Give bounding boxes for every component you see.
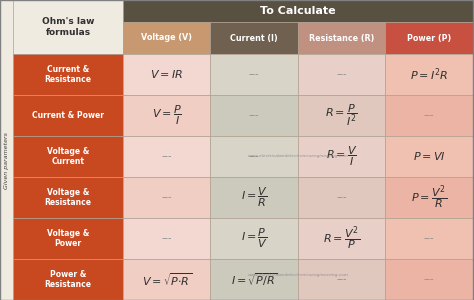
Text: Power (P): Power (P)	[407, 34, 451, 43]
Text: ---: ---	[249, 70, 259, 80]
Bar	[385, 177, 473, 218]
Text: www.electricalandelectronicsengineering.com: www.electricalandelectronicsengineering.…	[247, 154, 348, 158]
Bar	[385, 259, 473, 300]
Text: ---: ---	[249, 152, 259, 161]
Text: $I = \dfrac{V}{R}$: $I = \dfrac{V}{R}$	[241, 186, 268, 209]
Bar	[123, 259, 210, 300]
Text: Current & Power: Current & Power	[32, 111, 104, 120]
Bar	[123, 22, 210, 54]
Bar	[210, 22, 298, 54]
Bar	[298, 259, 385, 300]
Text: ---: ---	[424, 274, 435, 284]
Text: $V = \dfrac{P}{I}$: $V = \dfrac{P}{I}$	[152, 104, 182, 127]
Bar	[210, 95, 298, 136]
Text: $R = \dfrac{V}{I}$: $R = \dfrac{V}{I}$	[326, 145, 357, 168]
Text: ---: ---	[162, 193, 172, 202]
Text: To Calculate: To Calculate	[260, 6, 336, 16]
Text: www.electricalandelectronicsengineering.com: www.electricalandelectronicsengineering.…	[247, 273, 348, 278]
Bar	[298, 177, 385, 218]
Bar	[385, 136, 473, 177]
Bar	[123, 177, 210, 218]
Bar	[123, 0, 473, 22]
Text: Voltage &
Resistance: Voltage & Resistance	[45, 188, 91, 207]
Bar	[0, 0, 13, 300]
Bar	[210, 54, 298, 95]
Text: $V = \sqrt{P{\cdot}R}$: $V = \sqrt{P{\cdot}R}$	[142, 271, 192, 288]
Bar	[298, 54, 385, 95]
Bar	[385, 22, 473, 54]
Bar	[298, 218, 385, 259]
Bar	[385, 218, 473, 259]
Bar	[123, 218, 210, 259]
Text: Voltage &
Current: Voltage & Current	[47, 147, 89, 166]
Text: ---: ---	[337, 193, 347, 202]
Text: Current (I): Current (I)	[230, 34, 278, 43]
Bar	[123, 136, 210, 177]
Bar	[298, 136, 385, 177]
Bar	[13, 259, 123, 300]
Bar	[210, 218, 298, 259]
Text: Voltage &
Power: Voltage & Power	[47, 229, 89, 248]
Bar	[385, 95, 473, 136]
Bar	[210, 136, 298, 177]
Text: $R = \dfrac{V^2}{P}$: $R = \dfrac{V^2}{P}$	[323, 224, 360, 253]
Bar	[123, 54, 210, 95]
Bar	[13, 136, 123, 177]
Text: Given parameters: Given parameters	[4, 133, 9, 189]
Text: Resistance (R): Resistance (R)	[309, 34, 374, 43]
Text: ---: ---	[424, 233, 435, 244]
Text: ---: ---	[162, 233, 172, 244]
Bar	[13, 218, 123, 259]
Text: ---: ---	[337, 274, 347, 284]
Text: ---: ---	[249, 110, 259, 121]
Text: ---: ---	[424, 110, 435, 121]
Text: $P = I^2R$: $P = I^2R$	[410, 66, 448, 83]
Text: ---: ---	[162, 152, 172, 161]
Bar	[298, 22, 385, 54]
Bar	[123, 95, 210, 136]
Bar	[210, 177, 298, 218]
Text: $I = \sqrt{P/R}$: $I = \sqrt{P/R}$	[231, 271, 277, 288]
Text: Power &
Resistance: Power & Resistance	[45, 270, 91, 289]
Text: $P = \dfrac{V^2}{R}$: $P = \dfrac{V^2}{R}$	[411, 184, 447, 212]
Text: $R = \dfrac{P}{I^2}$: $R = \dfrac{P}{I^2}$	[326, 103, 358, 128]
Text: $P = VI$: $P = VI$	[413, 151, 446, 163]
Bar	[13, 95, 123, 136]
Bar	[298, 95, 385, 136]
Text: $I = \dfrac{P}{V}$: $I = \dfrac{P}{V}$	[241, 227, 268, 250]
Text: $V = IR$: $V = IR$	[150, 68, 183, 80]
Bar	[385, 54, 473, 95]
Bar	[13, 54, 123, 95]
Bar	[13, 0, 123, 54]
Bar	[210, 259, 298, 300]
Text: ---: ---	[337, 70, 347, 80]
Text: Current &
Resistance: Current & Resistance	[45, 65, 91, 84]
Bar	[13, 177, 123, 218]
Text: Ohm's law
formulas: Ohm's law formulas	[42, 17, 94, 37]
Text: Voltage (V): Voltage (V)	[141, 34, 192, 43]
